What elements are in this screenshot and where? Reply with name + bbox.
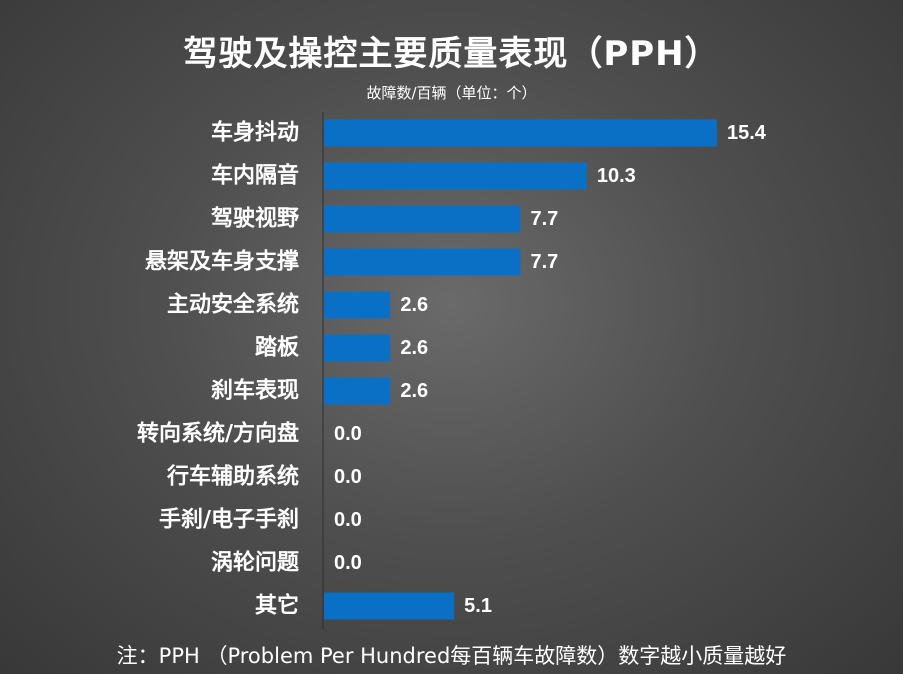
value-label: 2.6: [400, 337, 428, 359]
bar: [324, 592, 455, 620]
value-label: 7.7: [531, 251, 559, 273]
chart-title: 驾驶及操控主要质量表现（PPH）: [183, 34, 720, 74]
category-label: 车身抖动: [211, 120, 299, 146]
value-label: 0.0: [334, 466, 362, 488]
category-label: 踏板: [255, 336, 300, 361]
category-label: 驾驶视野: [211, 206, 299, 232]
value-label: 7.7: [531, 208, 559, 230]
value-label: 2.6: [400, 294, 428, 316]
value-label: 0.0: [334, 423, 362, 445]
value-label: 5.1: [464, 595, 492, 617]
footnote: 注：PPH （Problem Per Hundred每百辆车故障数）数字越小质量…: [116, 644, 787, 668]
bar: [324, 119, 717, 147]
bar: [324, 334, 391, 362]
bar: [324, 205, 521, 233]
category-label: 其它: [255, 593, 299, 619]
category-label: 悬架及车身支撑: [145, 249, 299, 275]
value-label: 10.3: [597, 165, 636, 187]
category-label: 主动安全系统: [167, 292, 299, 318]
category-label: 涡轮问题: [211, 550, 300, 576]
bar: [324, 291, 391, 319]
value-label: 0.0: [334, 509, 362, 531]
value-label: 0.0: [334, 552, 362, 574]
category-label: 车内隔音: [211, 163, 299, 189]
value-label: 2.6: [400, 380, 428, 402]
chart-subtitle: 故障数/百辆（单位：个）: [366, 84, 537, 102]
bar: [324, 162, 587, 190]
category-label: 行车辅助系统: [166, 464, 299, 490]
value-label: 15.4: [727, 122, 767, 144]
bar: [324, 248, 521, 276]
bar: [324, 377, 391, 405]
category-label: 刹车表现: [211, 378, 299, 404]
category-label: 转向系统/方向盘: [137, 421, 299, 447]
category-label: 手刹/电子手刹: [159, 508, 299, 533]
